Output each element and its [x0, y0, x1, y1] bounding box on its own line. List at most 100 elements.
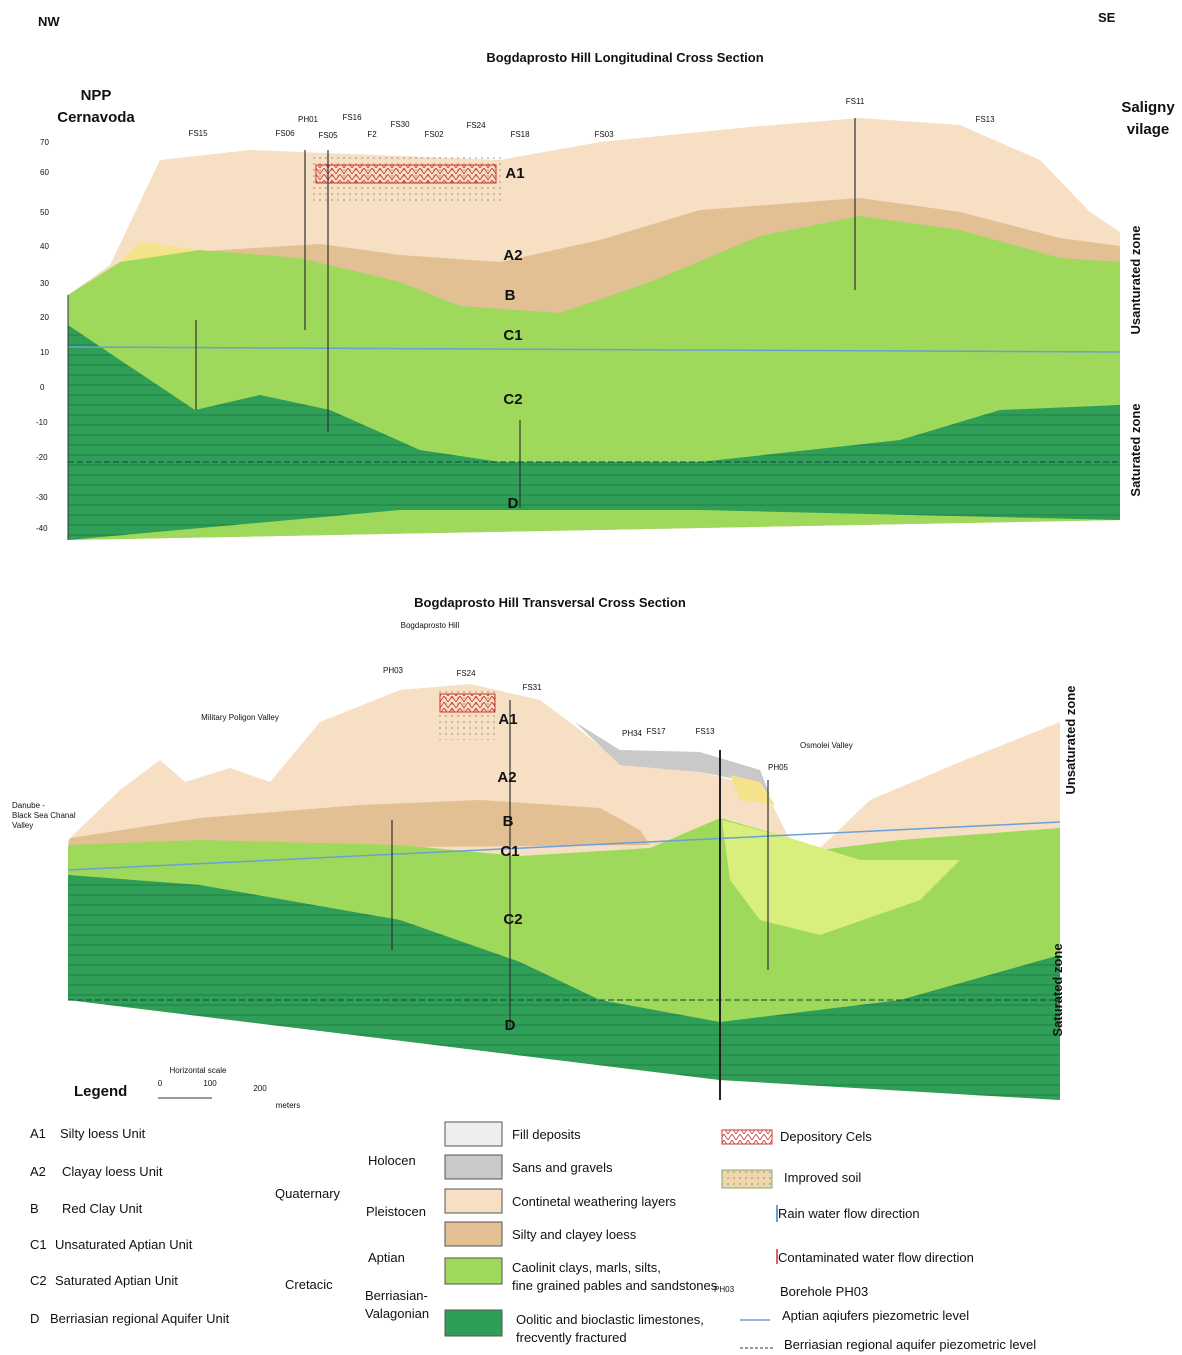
borehole-label: FS02 — [424, 130, 444, 139]
unit-code: B — [30, 1201, 39, 1216]
symbol-label: Depository Cels — [780, 1129, 872, 1144]
borehole-label: FS16 — [342, 113, 362, 122]
section-title: Bogdaprosto Hill Longitudinal Cross Sect… — [486, 50, 763, 65]
borehole-label: FS24 — [466, 121, 486, 130]
material: Sans and gravels — [512, 1160, 613, 1175]
unit-name: Silty loess Unit — [60, 1126, 146, 1141]
borehole-label: PH01 — [298, 115, 319, 124]
swatch — [445, 1258, 502, 1284]
site: NPP — [81, 87, 112, 104]
material: Fill deposits — [512, 1127, 581, 1142]
site: Cernavoda — [57, 109, 135, 126]
transversal-section — [68, 684, 1060, 1100]
zone-label: Saturated zone — [1128, 403, 1143, 496]
unit-label: D — [505, 1017, 516, 1034]
legend-title: Legend — [74, 1083, 127, 1100]
place-label: Osmolei Valley — [800, 741, 853, 750]
scale-tick: 200 — [253, 1084, 267, 1093]
unit-label: C2 — [503, 391, 522, 408]
unit-label: C1 — [500, 843, 519, 860]
elevation: 30 — [40, 279, 49, 288]
unit-name: Unsaturated Aptian Unit — [55, 1237, 193, 1252]
borehole-label: FS30 — [390, 120, 410, 129]
unit-label: A2 — [503, 247, 522, 264]
borehole-label: FS06 — [275, 129, 295, 138]
direction: NW — [38, 14, 60, 29]
symbol-label: Improved soil — [784, 1170, 861, 1185]
borehole-label: PH03 — [383, 666, 404, 675]
symbol-label: Aptian aqiufers piezometric level — [782, 1308, 969, 1323]
depository-cells — [440, 694, 495, 712]
elevation: -10 — [36, 418, 48, 427]
material: Oolitic and bioclastic limestones, — [516, 1312, 704, 1327]
borehole-label: FS31 — [522, 683, 542, 692]
borehole-label: FS03 — [594, 130, 614, 139]
symbol-label: Rain water flow direction — [778, 1206, 920, 1221]
elevation: 20 — [40, 313, 49, 322]
zone-label: Unsaturated zone — [1063, 685, 1078, 794]
zone-label: Saturated zone — [1050, 943, 1065, 1036]
elevation: 60 — [40, 168, 49, 177]
place-label: Valley — [12, 821, 33, 830]
depository-cells — [316, 165, 496, 183]
borehole-label: FS17 — [646, 727, 666, 736]
unit-code: C1 — [30, 1237, 47, 1252]
epoch: Berriasian- — [365, 1288, 428, 1303]
unit-label: B — [505, 287, 516, 304]
site: vilage — [1127, 121, 1170, 138]
unit-label: A1 — [505, 165, 524, 182]
elevation: 0 — [40, 383, 45, 392]
unit-label: D — [508, 495, 519, 512]
borehole-label: FS11 — [846, 97, 865, 106]
unit-code: A1 — [30, 1126, 46, 1141]
place-label: Bogdaprosto Hill — [401, 621, 460, 630]
swatch — [445, 1122, 502, 1146]
unit-label: C1 — [503, 327, 522, 344]
symbol-label: Borehole PH03 — [780, 1284, 868, 1299]
unit-name: Berriasian regional Aquifer Unit — [50, 1311, 230, 1326]
borehole-label: FS15 — [188, 129, 208, 138]
swatch — [722, 1170, 772, 1188]
swatch — [445, 1155, 502, 1179]
epoch: Pleistocen — [366, 1204, 426, 1219]
unit-label: B — [503, 813, 514, 830]
epoch: Holocen — [368, 1153, 416, 1168]
swatch — [445, 1310, 502, 1336]
symbol-code: PH03 — [714, 1285, 735, 1294]
elevations: 70 60 50 40 30 20 10 0 -10 -20 -30 -40 — [36, 138, 49, 533]
unit-name: Clayay loess Unit — [62, 1164, 163, 1179]
section-title: Bogdaprosto Hill Transversal Cross Secti… — [414, 595, 686, 610]
site: Saligny — [1121, 99, 1175, 116]
place-label: Military Poligon Valley — [201, 713, 279, 722]
symbol-label: Contaminated water flow direction — [778, 1250, 974, 1265]
swatch — [445, 1222, 502, 1246]
unit-name: Saturated Aptian Unit — [55, 1273, 178, 1288]
elevation: 50 — [40, 208, 49, 217]
scale-title: Horizontal scale — [170, 1066, 227, 1075]
borehole-label: PH05 — [768, 763, 789, 772]
material: Continetal weathering layers — [512, 1194, 677, 1209]
elevation: 40 — [40, 242, 49, 251]
unit-label: C2 — [503, 911, 522, 928]
borehole-label: FS24 — [456, 669, 476, 678]
scale-tick: 0 — [158, 1079, 163, 1088]
epoch: Valagonian — [365, 1306, 429, 1321]
symbol-label: Berriasian regional aquifer piezometric … — [784, 1337, 1036, 1352]
material: Silty and clayey loess — [512, 1227, 637, 1242]
elevation: 70 — [40, 138, 49, 147]
borehole-label: FS18 — [510, 130, 530, 139]
scale-tick: 100 — [203, 1079, 217, 1088]
zone-label: Usanturated zone — [1128, 225, 1143, 334]
borehole-label: PH34 — [622, 729, 643, 738]
swatch — [722, 1130, 772, 1144]
diagram: NW SE Bogdaprosto Hill Longitudinal Cros… — [0, 0, 1182, 1355]
scale-unit: meters — [276, 1101, 300, 1110]
unit-code: A2 — [30, 1164, 46, 1179]
borehole-label: F2 — [367, 130, 377, 139]
elevation: -30 — [36, 493, 48, 502]
material: Caolinit clays, marls, silts, — [512, 1260, 661, 1275]
unit-code: D — [30, 1311, 39, 1326]
epoch: Aptian — [368, 1250, 405, 1265]
legend: Legend Horizontal scale 0 100 200 meters… — [30, 1066, 1036, 1352]
borehole-label: FS13 — [695, 727, 715, 736]
